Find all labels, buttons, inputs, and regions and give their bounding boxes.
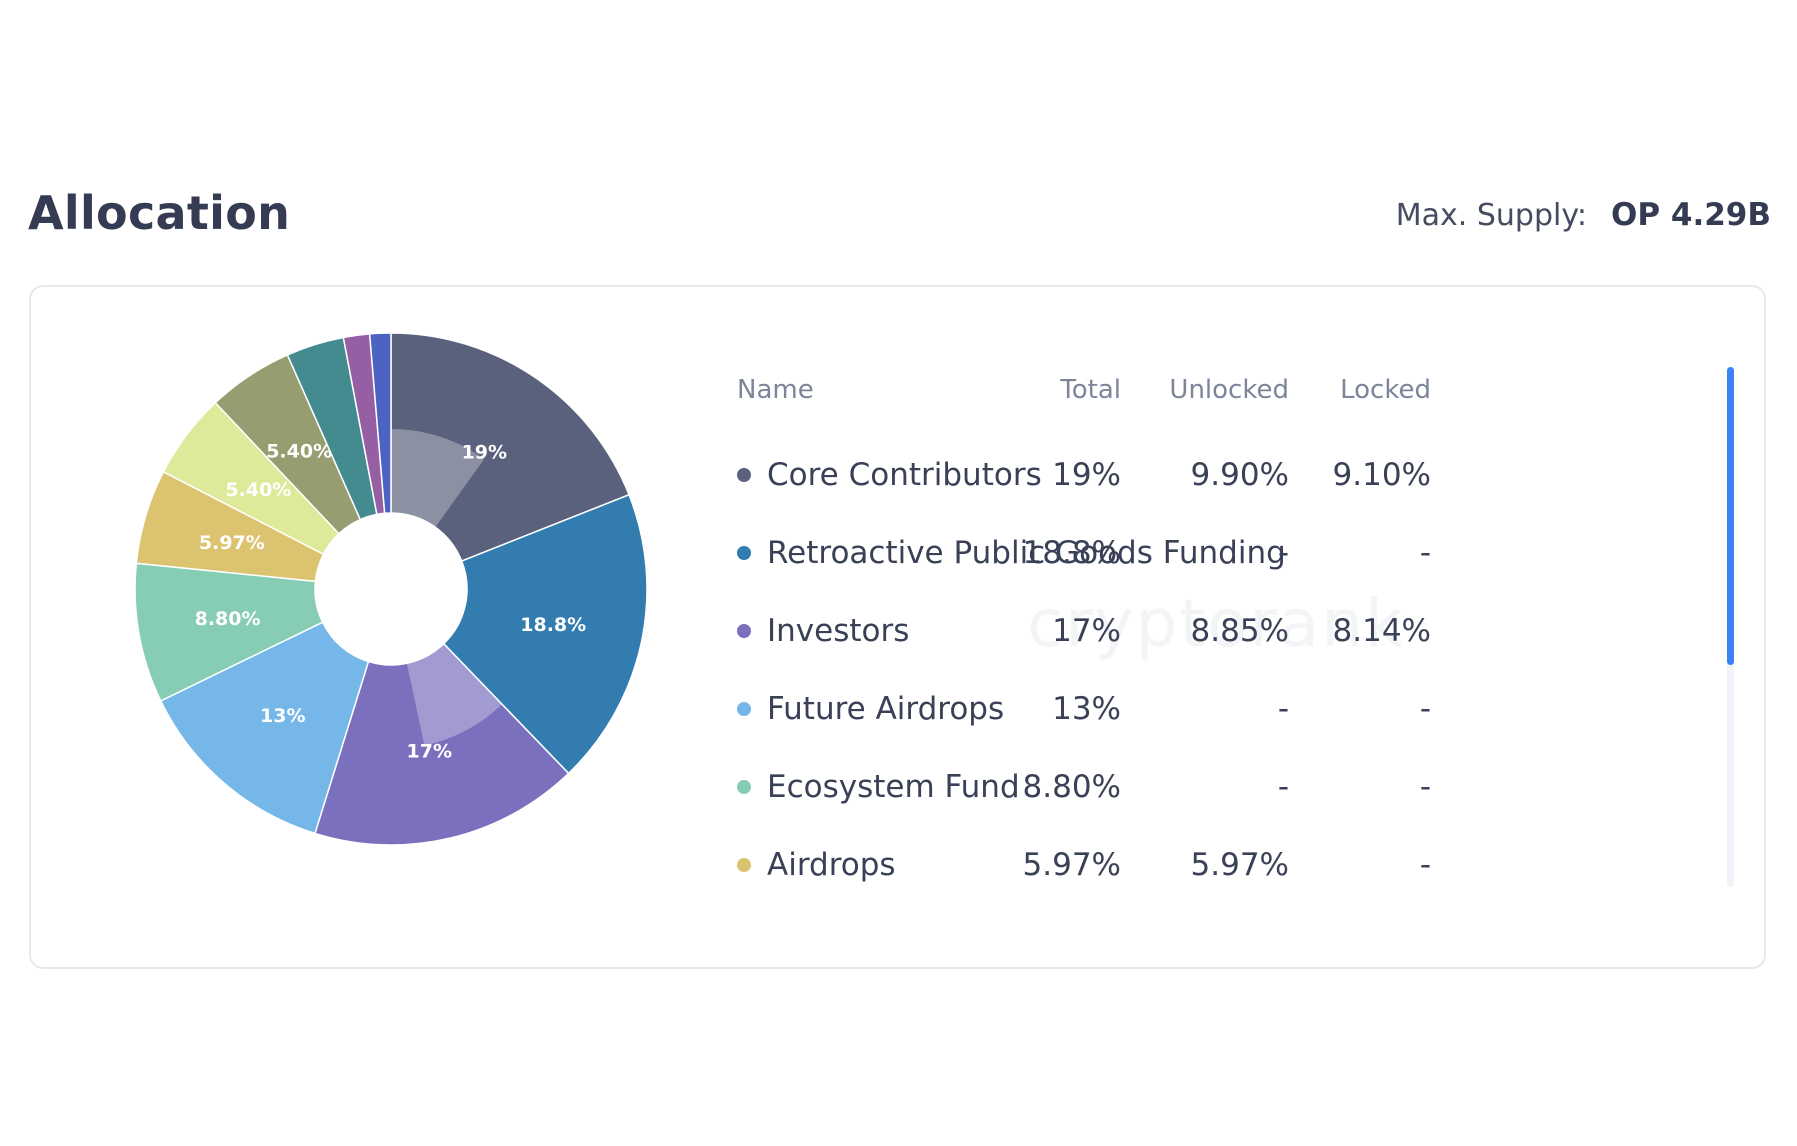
row-name-cell: Investors bbox=[737, 613, 909, 649]
legend-dot bbox=[737, 780, 751, 794]
row-locked: - bbox=[1419, 691, 1431, 727]
row-name: Airdrops bbox=[767, 847, 896, 883]
pie-slice-label: 5.40% bbox=[225, 479, 291, 501]
legend-dot bbox=[737, 624, 751, 638]
table-row[interactable]: Investors 17% 8.85% 8.14% bbox=[737, 597, 1697, 675]
pie-slice[interactable] bbox=[442, 493, 648, 775]
row-locked: 8.14% bbox=[1332, 613, 1431, 649]
pie-slice-label: 5.97% bbox=[199, 532, 265, 554]
row-locked: - bbox=[1419, 847, 1431, 883]
legend-dot bbox=[737, 546, 751, 560]
row-name: Ecosystem Fund bbox=[767, 769, 1020, 805]
row-locked: 9.10% bbox=[1332, 457, 1431, 493]
max-supply-label: Max. Supply: bbox=[1395, 198, 1588, 233]
table-row[interactable]: Airdrops 5.97% 5.97% - bbox=[737, 831, 1697, 909]
row-locked: - bbox=[1419, 769, 1431, 805]
table-row[interactable]: Ecosystem Fund 8.80% - - bbox=[737, 753, 1697, 831]
pie-slice-unlocked bbox=[406, 643, 502, 746]
column-header-name[interactable]: Name bbox=[737, 375, 814, 405]
pie-slice-unlocked bbox=[391, 429, 485, 528]
watermark: cryptorank bbox=[1027, 585, 1406, 662]
row-name-cell: Future Airdrops bbox=[737, 691, 1004, 727]
pie-slice[interactable] bbox=[134, 562, 324, 702]
pie-slice[interactable] bbox=[159, 621, 370, 835]
row-unlocked: - bbox=[1277, 535, 1289, 571]
table-row[interactable]: Core Contributors 19% 9.90% 9.10% bbox=[737, 441, 1697, 519]
table-header: Name Total Unlocked Locked bbox=[737, 367, 1697, 441]
row-unlocked: 8.85% bbox=[1190, 613, 1289, 649]
table-row[interactable]: Retroactive Public Goods Funding 18.8% -… bbox=[737, 519, 1697, 597]
row-total: 17% bbox=[1052, 613, 1121, 649]
column-header-unlocked[interactable]: Unlocked bbox=[1169, 375, 1289, 405]
pie-slice-label: 8.80% bbox=[195, 608, 261, 630]
row-unlocked: - bbox=[1277, 769, 1289, 805]
pie-slice-label: 17% bbox=[407, 741, 452, 763]
column-header-locked[interactable]: Locked bbox=[1340, 375, 1431, 405]
row-name-cell: Core Contributors bbox=[737, 457, 1042, 493]
row-locked: - bbox=[1419, 535, 1431, 571]
pie-slice[interactable] bbox=[314, 642, 570, 846]
pie-slice-label: 18.8% bbox=[520, 614, 586, 636]
allocation-table: Name Total Unlocked Locked Core Contribu… bbox=[737, 367, 1697, 909]
page-title: Allocation bbox=[28, 186, 291, 240]
row-unlocked: - bbox=[1277, 691, 1289, 727]
row-unlocked: 5.97% bbox=[1190, 847, 1289, 883]
max-supply-value: OP 4.29B bbox=[1611, 197, 1771, 233]
pie-slice-label: 13% bbox=[260, 705, 305, 727]
row-name-cell: Ecosystem Fund bbox=[737, 769, 1020, 805]
row-unlocked: 9.90% bbox=[1190, 457, 1289, 493]
max-supply: Max. Supply: OP 4.29B bbox=[1396, 197, 1771, 233]
table-scrollbar[interactable] bbox=[1727, 367, 1734, 887]
allocation-card: 19% 18.8% 17% 13% 8.80% 5.97% 5.40% 5.40% crypt… bbox=[29, 285, 1766, 969]
row-name-cell: Retroactive Public Goods Funding bbox=[737, 535, 1286, 571]
column-header-total[interactable]: Total bbox=[1060, 375, 1121, 405]
row-total: 8.80% bbox=[1022, 769, 1121, 805]
row-name: Investors bbox=[767, 613, 910, 649]
pie-slice-label: 5.40% bbox=[266, 441, 332, 463]
pie-slice[interactable] bbox=[390, 332, 630, 562]
row-total: 13% bbox=[1052, 691, 1121, 727]
table-row[interactable]: Future Airdrops 13% - - bbox=[737, 675, 1697, 753]
row-name: Core Contributors bbox=[767, 457, 1042, 493]
allocation-pie-chart[interactable]: 19% 18.8% 17% 13% 8.80% 5.97% 5.40% 5.40% bbox=[121, 319, 661, 859]
row-total: 18.8% bbox=[1022, 535, 1121, 571]
legend-dot bbox=[737, 858, 751, 872]
row-total: 19% bbox=[1052, 457, 1121, 493]
row-name: Retroactive Public Goods Funding bbox=[767, 535, 1286, 571]
pie-slice[interactable] bbox=[368, 332, 392, 515]
pie-slice-label: 19% bbox=[462, 442, 507, 464]
row-total: 5.97% bbox=[1022, 847, 1121, 883]
row-name-cell: Airdrops bbox=[737, 847, 896, 883]
scrollbar-thumb[interactable] bbox=[1727, 367, 1734, 665]
row-name: Future Airdrops bbox=[767, 691, 1005, 727]
legend-dot bbox=[737, 468, 751, 482]
legend-dot bbox=[737, 702, 751, 716]
